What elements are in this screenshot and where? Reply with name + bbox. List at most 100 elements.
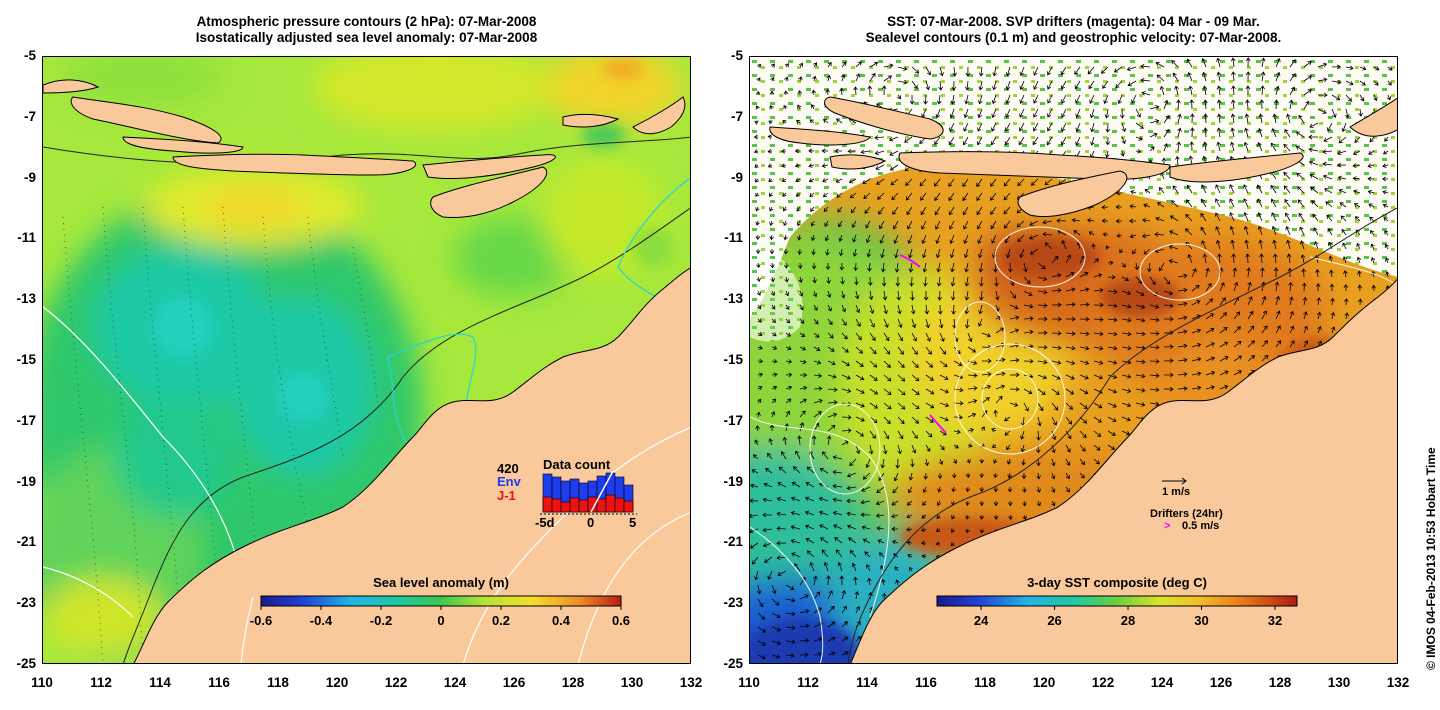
velocity-arrow bbox=[784, 423, 790, 432]
velocity-arrow bbox=[1033, 80, 1039, 90]
velocity-arrow bbox=[1191, 268, 1197, 278]
velocity-arrow bbox=[1286, 239, 1291, 250]
velocity-arrow bbox=[1107, 374, 1118, 380]
velocity-arrow bbox=[771, 318, 777, 323]
velocity-arrow bbox=[935, 248, 941, 259]
right-lon-tick: 124 bbox=[1150, 675, 1174, 690]
velocity-arrow bbox=[1289, 340, 1295, 348]
velocity-arrow bbox=[1121, 345, 1132, 351]
velocity-arrow bbox=[771, 304, 776, 310]
velocity-arrow bbox=[846, 485, 857, 491]
velocity-arrow bbox=[826, 435, 832, 446]
velocity-arrow bbox=[1259, 253, 1264, 264]
velocity-arrow bbox=[1051, 360, 1062, 365]
velocity-arrow bbox=[1230, 99, 1236, 110]
velocity-arrow bbox=[951, 486, 956, 493]
velocity-arrow bbox=[755, 425, 760, 432]
velocity-arrow bbox=[950, 94, 956, 105]
velocity-arrow bbox=[889, 164, 899, 171]
velocity-arrow bbox=[1007, 458, 1012, 465]
velocity-arrow bbox=[1051, 302, 1062, 308]
velocity-arrow bbox=[1229, 198, 1235, 208]
velocity-arrow bbox=[1021, 458, 1026, 466]
velocity-arrow bbox=[964, 276, 970, 287]
velocity-arrow bbox=[854, 590, 860, 600]
velocity-arrow bbox=[1107, 345, 1118, 351]
velocity-arrow bbox=[978, 80, 984, 91]
velocity-arrow bbox=[908, 248, 913, 259]
velocity-arrow bbox=[781, 148, 787, 154]
right-lon-tick: 118 bbox=[974, 675, 996, 690]
velocity-arrow bbox=[757, 386, 763, 391]
velocity-arrow bbox=[1233, 326, 1241, 334]
velocity-arrow bbox=[967, 399, 978, 404]
velocity-arrow bbox=[925, 318, 930, 329]
velocity-arrow bbox=[1219, 341, 1229, 348]
velocity-arrow bbox=[1216, 71, 1222, 82]
velocity-arrow bbox=[1143, 248, 1151, 255]
velocity-arrow bbox=[1177, 315, 1188, 321]
velocity-arrow bbox=[841, 61, 847, 68]
velocity-arrow bbox=[1051, 273, 1062, 278]
velocity-arrow bbox=[776, 511, 787, 517]
velocity-arrow bbox=[1309, 173, 1319, 180]
velocity-arrow bbox=[1191, 342, 1202, 348]
velocity-arrow bbox=[827, 605, 835, 614]
velocity-arrow bbox=[895, 458, 901, 469]
velocity-arrow bbox=[869, 72, 876, 82]
velocity-arrow bbox=[1047, 80, 1053, 90]
velocity-arrow bbox=[862, 538, 871, 544]
velocity-arrow bbox=[1006, 248, 1011, 259]
velocity-arrow bbox=[1093, 317, 1104, 322]
velocity-arrow bbox=[769, 249, 775, 255]
velocity-arrow bbox=[1005, 122, 1011, 132]
velocity-arrow bbox=[841, 304, 846, 313]
velocity-arrow bbox=[1065, 287, 1076, 292]
velocity-arrow bbox=[1367, 176, 1375, 182]
velocity-arrow bbox=[962, 178, 969, 187]
velocity-arrow bbox=[1061, 108, 1067, 118]
velocity-arrow bbox=[1004, 234, 1011, 244]
right-lon-tick: 112 bbox=[797, 675, 819, 690]
velocity-arrow bbox=[771, 372, 778, 377]
velocity-arrow bbox=[895, 579, 900, 586]
velocity-arrow bbox=[979, 500, 985, 507]
velocity-arrow bbox=[1352, 163, 1361, 168]
velocity-arrow bbox=[979, 528, 985, 534]
velocity-arrow bbox=[771, 598, 780, 606]
velocity-arrow bbox=[921, 220, 927, 230]
velocity-arrow bbox=[770, 76, 775, 82]
velocity-arrow bbox=[925, 360, 934, 368]
velocity-arrow bbox=[1046, 136, 1053, 146]
velocity-arrow bbox=[1270, 184, 1277, 194]
velocity-arrow bbox=[1230, 127, 1235, 138]
velocity-arrow bbox=[1037, 289, 1048, 295]
velocity-arrow bbox=[881, 578, 886, 586]
velocity-arrow bbox=[965, 500, 970, 507]
velocity-arrow bbox=[1243, 212, 1249, 222]
velocity-arrow bbox=[910, 304, 916, 315]
left-lat-tick: -5 bbox=[23, 48, 36, 63]
velocity-arrow bbox=[1037, 344, 1048, 350]
velocity-arrow bbox=[1203, 127, 1208, 138]
velocity-arrow bbox=[911, 66, 920, 74]
velocity-arrow bbox=[841, 605, 847, 614]
velocity-arrow bbox=[1186, 58, 1193, 68]
velocity-arrow bbox=[822, 192, 829, 198]
velocity-arrow bbox=[1037, 330, 1048, 336]
velocity-arrow bbox=[860, 149, 871, 155]
velocity-arrow bbox=[1174, 85, 1179, 96]
velocity-arrow bbox=[768, 120, 773, 125]
left-lat-tick: -25 bbox=[16, 656, 36, 671]
velocity-arrow bbox=[1275, 295, 1280, 306]
velocity-arrow bbox=[1337, 150, 1347, 156]
velocity-arrow bbox=[1203, 99, 1208, 110]
velocity-arrow bbox=[1205, 356, 1216, 362]
velocity-arrow bbox=[846, 511, 857, 517]
velocity-arrow bbox=[1289, 296, 1294, 306]
velocity-arrow bbox=[841, 621, 848, 628]
velocity-arrow bbox=[1382, 163, 1389, 168]
velocity-arrow bbox=[798, 62, 803, 68]
velocity-arrow bbox=[1200, 226, 1207, 236]
velocity-arrow bbox=[1093, 302, 1104, 308]
